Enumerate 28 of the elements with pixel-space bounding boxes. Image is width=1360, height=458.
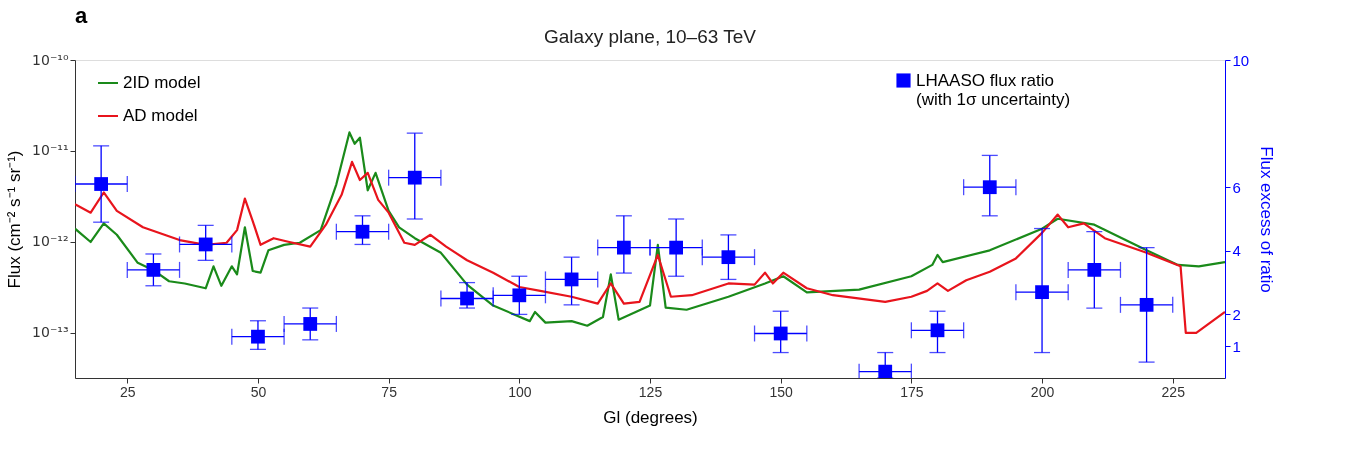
y2-tick-label: 10 (1232, 51, 1250, 69)
y2-tick-label: 2 (1232, 305, 1241, 323)
x-tick-label: 175 (900, 383, 924, 400)
y2-tick-label: 1 (1232, 337, 1241, 355)
line-series (75, 160, 1225, 335)
y-tick-label: 10⁻¹² (32, 233, 69, 250)
x-tick-label: 125 (638, 383, 663, 400)
x-tick-label: 25 (119, 383, 136, 400)
line-series (75, 131, 1225, 327)
x-axis-title: Gl (degrees) (603, 407, 698, 427)
x-tick-label: 50 (250, 383, 267, 400)
x-tick-label: 200 (1030, 383, 1055, 400)
y2-tick-label: 4 (1232, 242, 1241, 260)
x-tick-label: 150 (769, 383, 794, 400)
y-axis-title: Flux (cm⁻² s⁻¹ sr⁻¹) (5, 150, 25, 289)
y-tick-label: 10⁻¹³ (32, 324, 69, 341)
y-tick-label: 10⁻¹¹ (32, 142, 69, 159)
text: a (75, 3, 88, 28)
x-tick-label: 100 (508, 383, 532, 400)
x-tick-label: 225 (1161, 383, 1186, 400)
legend-label: 2ID model (123, 73, 201, 92)
x-tick-label: 75 (381, 383, 398, 400)
y2-tick-label: 6 (1232, 178, 1241, 196)
legend-label: AD model (123, 106, 198, 125)
legend-label: LHAASO flux ratio (with 1σ uncertainty) (916, 70, 1071, 109)
chart-title: Galaxy plane, 10–63 TeV (544, 26, 757, 47)
y-tick-label: 10⁻¹⁰ (32, 51, 69, 68)
y2-axis-title: Flux excess of ratio (1257, 146, 1277, 293)
